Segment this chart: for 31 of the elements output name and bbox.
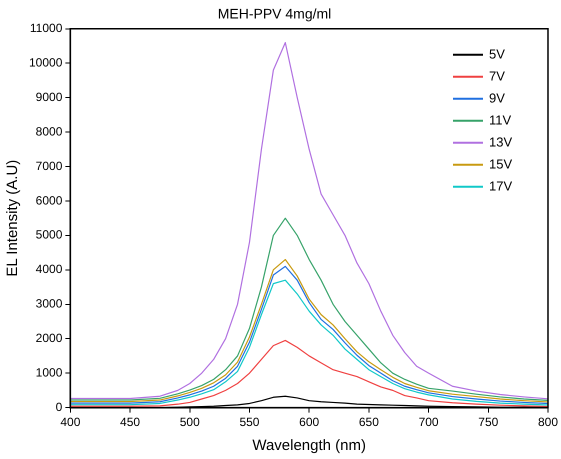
y-tick-label: 0 <box>56 400 63 414</box>
y-tick-label: 7000 <box>36 158 63 173</box>
x-tick-label: 450 <box>120 415 140 430</box>
x-tick-label: 800 <box>538 415 558 430</box>
x-tick-label: 600 <box>299 415 320 430</box>
legend-label: 15V <box>488 156 512 172</box>
y-tick-label: 3000 <box>36 296 63 311</box>
legend-label: 5V <box>488 46 506 62</box>
x-axis-title: Wavelength (nm) <box>252 437 366 454</box>
chart-title: MEH-PPV 4mg/ml <box>218 5 332 22</box>
y-tick-label: 8000 <box>36 124 63 138</box>
x-tick-label: 650 <box>358 415 380 430</box>
y-axis-title: EL Intensity (A.U) <box>4 160 22 277</box>
y-tick-label: 5000 <box>36 228 63 242</box>
x-tick-label: 700 <box>418 415 439 430</box>
y-tick-label: 1000 <box>36 365 63 380</box>
x-tick-label: 500 <box>180 415 200 430</box>
y-tick-label: 6000 <box>36 193 63 208</box>
legend-label: 13V <box>488 134 512 150</box>
legend-label: 17V <box>488 178 512 194</box>
x-tick-label: 400 <box>60 415 81 430</box>
y-tick-label: 9000 <box>36 90 63 104</box>
x-tick-label: 550 <box>239 415 260 430</box>
y-tick-label: 2000 <box>36 331 63 346</box>
legend-label: 9V <box>488 90 506 106</box>
y-tick-label: 4000 <box>36 262 63 276</box>
y-tick-label: 11000 <box>30 21 63 36</box>
legend-label: 11V <box>488 112 512 128</box>
y-tick-label: 10000 <box>28 56 63 70</box>
x-tick-label: 750 <box>478 415 499 430</box>
legend-label: 7V <box>488 68 506 84</box>
